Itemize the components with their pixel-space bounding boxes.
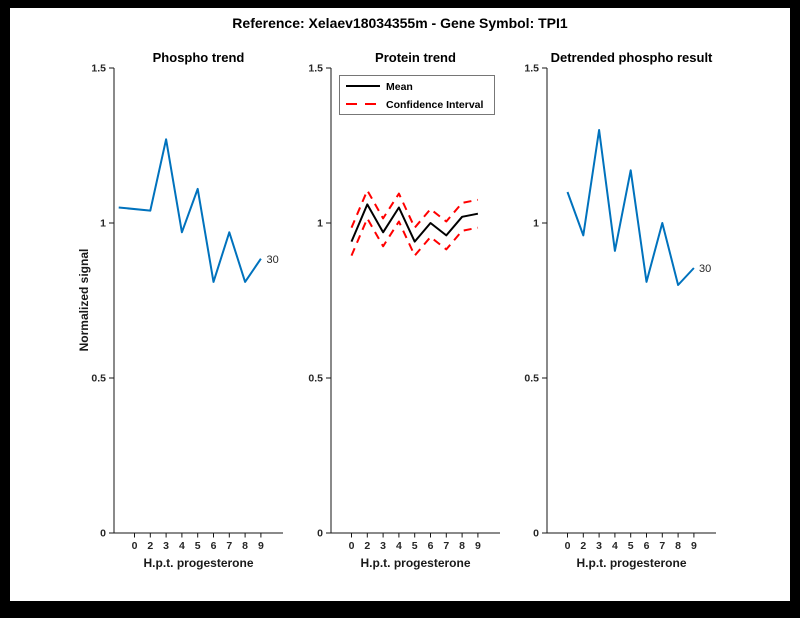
cluster-annotation: 30 <box>699 263 711 275</box>
y-tick-label: 1.5 <box>91 63 106 75</box>
subplot-protein-trend: Protein trend H.p.t. progesterone 0 0.5 1 1… <box>308 50 500 570</box>
x-tick-label: 4 <box>612 540 618 552</box>
x-tick-label: 4 <box>396 540 402 552</box>
x-tick-label: 7 <box>659 540 665 552</box>
x-tick-label: 2 <box>147 540 153 552</box>
x-tick-label: 0 <box>349 540 355 552</box>
x-tick-label: 3 <box>380 540 386 552</box>
confidence-upper-line <box>350 189 479 229</box>
x-tick-label: 6 <box>428 540 434 552</box>
x-tick-label: 2 <box>364 540 370 552</box>
subplot-detrended-phospho: Detrended phospho result H.p.t. progeste… <box>524 50 716 570</box>
x-tick-label: 9 <box>475 540 481 552</box>
x-tick-label: 0 <box>565 540 571 552</box>
x-tick-label: 7 <box>226 540 232 552</box>
subplot-title: Phospho trend <box>153 50 245 65</box>
legend: Mean Confidence Interval <box>339 75 495 115</box>
y-tick-label: 0.5 <box>524 373 539 385</box>
y-tick-label: 1 <box>533 218 539 230</box>
subplot-phospho-trend: Phospho trend Normalized signal H.p.t. p… <box>77 50 283 570</box>
legend-label-mean: Mean <box>386 81 413 93</box>
x-tick-label: 2 <box>580 540 586 552</box>
x-tick-label: 8 <box>459 540 465 552</box>
data-series <box>566 129 695 286</box>
y-axis-label: Normalized signal <box>77 249 91 352</box>
y-tick-label: 0 <box>317 528 323 540</box>
x-tick-label: 8 <box>675 540 681 552</box>
subplot-title: Detrended phospho result <box>551 50 713 65</box>
x-tick-label: 5 <box>628 540 634 552</box>
y-tick-label: 0.5 <box>91 373 106 385</box>
x-tick-label: 6 <box>211 540 217 552</box>
y-tick-label: 1.5 <box>308 63 323 75</box>
x-tick-label: 6 <box>644 540 650 552</box>
protein-mean-line <box>350 203 479 243</box>
x-axis-label: H.p.t. progesterone <box>143 556 253 570</box>
y-tick-label: 1.5 <box>524 63 539 75</box>
y-tick-label: 0 <box>100 528 106 540</box>
x-tick-label: 0 <box>132 540 138 552</box>
cluster-annotation: 30 <box>267 254 279 266</box>
figure-title: Reference: Xelaev18034355m - Gene Symbol… <box>232 15 568 31</box>
x-tick-label: 5 <box>195 540 201 552</box>
x-tick-label: 9 <box>258 540 264 552</box>
axes: 00.511.50 2 3 4 5 6 7 8 9 <box>524 63 716 552</box>
y-tick-label: 1 <box>100 218 106 230</box>
x-axis-label: H.p.t. progesterone <box>576 556 686 570</box>
x-tick-label: 3 <box>596 540 602 552</box>
phospho-signal-line <box>118 138 262 283</box>
x-tick-label: 5 <box>412 540 418 552</box>
x-tick-label: 4 <box>179 540 185 552</box>
x-tick-label: 9 <box>691 540 697 552</box>
y-tick-label: 1 <box>317 218 323 230</box>
detrended-phospho-line <box>566 129 695 286</box>
y-tick-label: 0.5 <box>308 373 323 385</box>
axes: 00.511.50 2 3 4 5 6 7 8 9 <box>308 63 500 552</box>
axes: 00.511.50 2 3 4 5 6 7 8 9 <box>91 63 283 552</box>
confidence-lower-line <box>350 217 479 257</box>
legend-label-confidence-interval: Confidence Interval <box>386 99 484 111</box>
x-axis-label: H.p.t. progesterone <box>360 556 470 570</box>
y-tick-label: 0 <box>533 528 539 540</box>
data-series <box>118 138 262 283</box>
x-tick-label: 8 <box>242 540 248 552</box>
x-tick-label: 7 <box>443 540 449 552</box>
data-series <box>350 189 479 257</box>
x-tick-label: 3 <box>163 540 169 552</box>
legend-box <box>339 75 495 115</box>
subplot-title: Protein trend <box>375 50 456 65</box>
